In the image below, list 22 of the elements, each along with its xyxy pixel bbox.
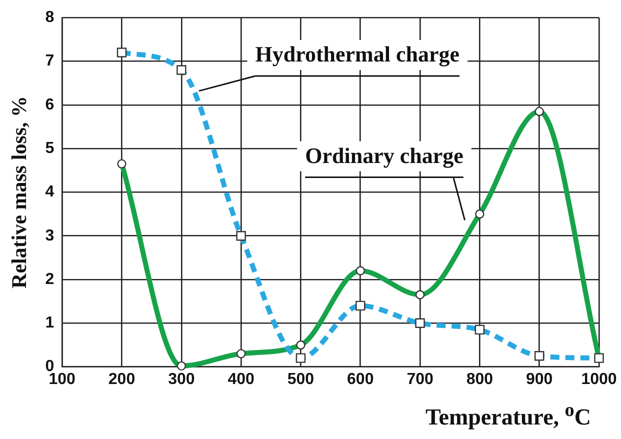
x-tick-label: 900: [526, 370, 553, 388]
x-tick-label: 800: [466, 370, 494, 388]
y-axis-title: Relative mass loss, %: [7, 96, 32, 288]
y-tick-label: 5: [45, 140, 54, 157]
x-tick-label: 600: [347, 370, 374, 388]
x-tick-label: 500: [287, 370, 314, 388]
x-axis-title: Temperature, $^{o}$C: [426, 400, 591, 431]
x-tick-label: 1000: [581, 370, 617, 388]
y-tick-label: 1: [45, 314, 54, 332]
y-tick-label: 6: [45, 96, 54, 114]
y-tick-label: 7: [45, 52, 54, 70]
y-tick-label: 8: [45, 9, 54, 26]
y-tick-label: 4: [45, 184, 54, 201]
x-tick-label: 700: [406, 370, 434, 388]
y-tick-label: 2: [45, 270, 54, 288]
series-label: Ordinary charge: [305, 142, 464, 168]
x-tick-label: 400: [228, 370, 255, 388]
x-tick-label: 200: [108, 370, 136, 388]
y-tick-label: 3: [45, 227, 54, 244]
text: Hydrothermal charge: [255, 42, 460, 67]
x-tick-label: 300: [168, 370, 195, 388]
x-tick-label: 100: [48, 370, 76, 388]
